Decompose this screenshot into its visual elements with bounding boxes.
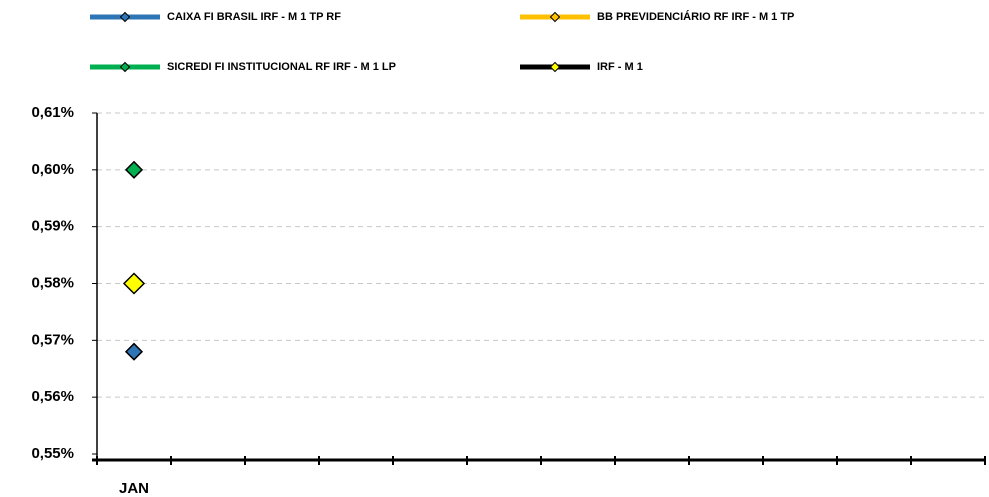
legend-label: BB PREVIDENCIÁRIO RF IRF - M 1 TP <box>597 10 794 23</box>
y-tick-label: 0,55% <box>31 445 74 462</box>
y-tick-label: 0,57% <box>31 331 74 348</box>
legend-label: IRF - M 1 <box>597 61 643 73</box>
y-tick-label: 0,58% <box>31 274 74 291</box>
legend-label: CAIXA FI BRASIL IRF - M 1 TP RF <box>167 11 341 23</box>
legend-label: SICREDI FI INSTITUCIONAL RF IRF - M 1 LP <box>167 61 396 73</box>
legend-marker <box>119 61 131 73</box>
legend-marker <box>549 61 561 73</box>
legend-marker <box>119 11 131 23</box>
y-tick-label: 0,59% <box>31 218 74 235</box>
y-tick-label: 0,60% <box>31 161 74 178</box>
data-point <box>122 272 146 295</box>
x-tick-label: JAN <box>119 480 149 497</box>
data-point <box>124 342 144 361</box>
data-point <box>124 160 144 179</box>
legend-marker <box>549 11 561 23</box>
y-tick-label: 0,56% <box>31 388 74 405</box>
y-tick-label: 0,61% <box>31 104 74 121</box>
